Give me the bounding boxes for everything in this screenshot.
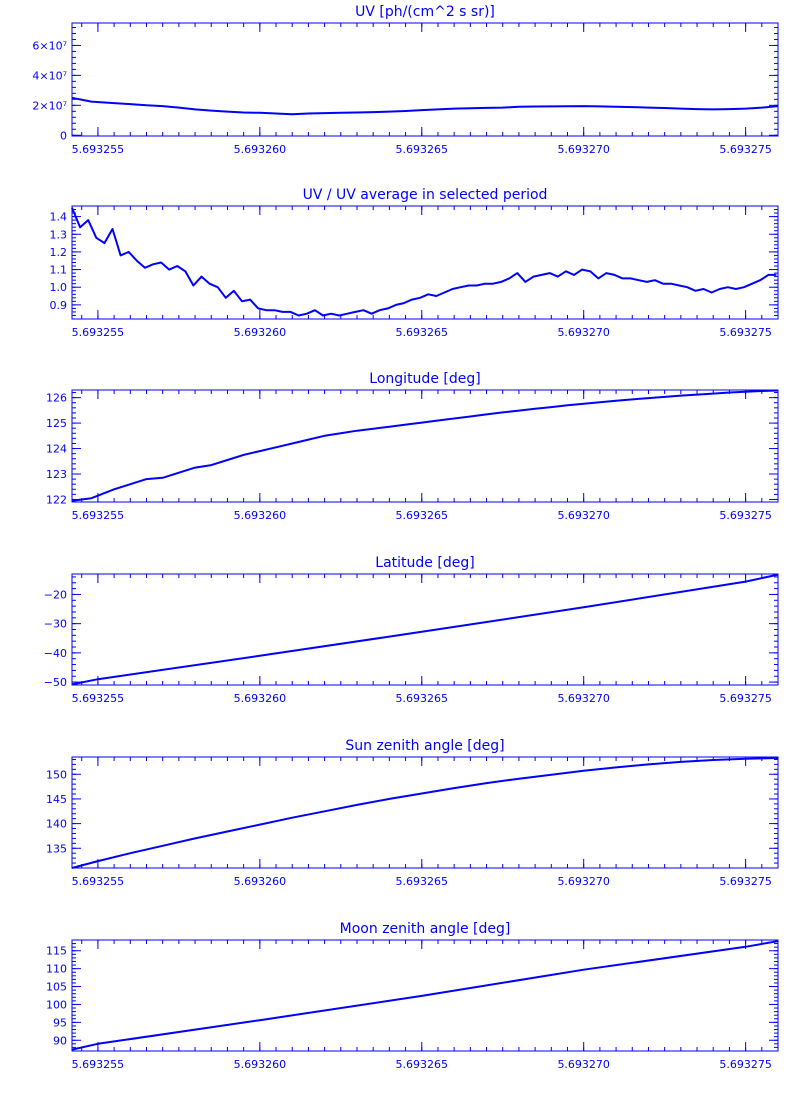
- y-tick-label: −20: [44, 588, 67, 601]
- y-tick-label: 0.9: [50, 299, 68, 312]
- x-tick-label: 5.693270: [557, 143, 610, 156]
- series-line-moon-zenith-angle: [71, 940, 779, 1051]
- y-tick-label: 105: [46, 981, 67, 994]
- x-tick-label: 5.693275: [719, 143, 772, 156]
- panel-uv-uv-average-in-selected-period: UV / UV average in selected period 5.6932…: [50, 187, 779, 339]
- y-tick-label: 100: [46, 998, 67, 1011]
- plot-frame: [71, 939, 779, 1052]
- y-tick-label: 145: [46, 793, 67, 806]
- plot-frame: [71, 389, 779, 503]
- y-tick-label: 1.0: [50, 281, 68, 294]
- y-tick-label: 140: [46, 818, 67, 831]
- panel-uv: UV [ph/(cm^2 s sr)] 5.693255 5.693260 5.693…: [32, 4, 779, 156]
- y-tick-label: 6×10⁷: [32, 39, 67, 52]
- y-tick-label: 115: [46, 945, 67, 958]
- x-tick-label: 5.693255: [72, 326, 125, 339]
- y-tick-label: 135: [46, 842, 67, 855]
- series-line-longitude: [71, 389, 779, 502]
- y-tick-label: 126: [46, 392, 67, 405]
- y-tick-label: 95: [53, 1016, 67, 1029]
- x-tick-label: 5.693270: [557, 692, 610, 705]
- y-tick-label: 122: [46, 493, 67, 506]
- panel-title: UV [ph/(cm^2 s sr)]: [355, 4, 495, 20]
- x-tick-label: 5.693260: [234, 1058, 287, 1071]
- y-tick-label: 150: [46, 768, 67, 781]
- series-line-uv: [71, 96, 779, 116]
- x-tick-label: 5.693260: [234, 692, 287, 705]
- y-tick-label: 4×10⁷: [32, 69, 67, 82]
- series-line-uv-uv-average-in-selected-period: [71, 207, 777, 317]
- y-tick-label: 124: [46, 443, 67, 456]
- x-tick-label: 5.693270: [557, 509, 610, 522]
- y-tick-label: −40: [44, 647, 67, 660]
- y-tick-label: 123: [46, 468, 67, 481]
- y-tick-label: 1.4: [50, 211, 68, 224]
- y-tick-label: 1.1: [50, 264, 68, 277]
- x-tick-label: 5.693255: [72, 143, 125, 156]
- x-tick-label: 5.693255: [72, 509, 125, 522]
- x-tick-label: 5.693275: [719, 326, 772, 339]
- y-tick-label: −30: [44, 618, 67, 631]
- panel-title: Latitude [deg]: [375, 555, 474, 571]
- x-tick-label: 5.693275: [719, 692, 772, 705]
- panel-latitude: Latitude [deg] 5.693255 5.693260 5.693265 5.…: [44, 555, 779, 705]
- x-tick-label: 5.693260: [234, 875, 287, 888]
- x-tick-label: 5.693265: [396, 692, 449, 705]
- panel-moon-zenith-angle: Moon zenith angle [deg] 5.693255 5.693260 5…: [46, 921, 779, 1071]
- panel-sun-zenith-angle: Sun zenith angle [deg] 5.693255 5.693260 5.…: [46, 738, 779, 888]
- x-tick-label: 5.693265: [396, 875, 449, 888]
- y-tick-label: 2×10⁷: [32, 99, 67, 112]
- x-tick-label: 5.693265: [396, 143, 449, 156]
- x-tick-label: 5.693270: [557, 1058, 610, 1071]
- y-tick-label: 1.3: [50, 228, 68, 241]
- panel-longitude: Longitude [deg] 5.693255 5.693260 5.693265 5…: [46, 371, 779, 522]
- y-tick-label: 110: [46, 963, 67, 976]
- x-tick-label: 5.693255: [72, 1058, 125, 1071]
- x-tick-label: 5.693255: [72, 692, 125, 705]
- y-tick-label: 125: [46, 417, 67, 430]
- plot-frame: [71, 22, 779, 137]
- x-tick-label: 5.693275: [719, 1058, 772, 1071]
- y-tick-label: 90: [53, 1034, 67, 1047]
- plot-frame: [71, 756, 779, 869]
- panel-title: UV / UV average in selected period: [303, 187, 548, 203]
- x-tick-label: 5.693260: [234, 326, 287, 339]
- x-tick-label: 5.693265: [396, 1058, 449, 1071]
- series-line-sun-zenith-angle: [71, 757, 779, 869]
- x-tick-label: 5.693265: [396, 326, 449, 339]
- x-tick-label: 5.693270: [557, 326, 610, 339]
- x-tick-label: 5.693260: [234, 143, 287, 156]
- series-line-latitude: [71, 573, 779, 686]
- x-tick-label: 5.693275: [719, 875, 772, 888]
- panel-title: Sun zenith angle [deg]: [345, 738, 504, 754]
- x-tick-label: 5.693260: [234, 509, 287, 522]
- x-tick-label: 5.693265: [396, 509, 449, 522]
- panel-title: Longitude [deg]: [369, 371, 480, 387]
- y-tick-label: −50: [44, 676, 67, 689]
- panel-title: Moon zenith angle [deg]: [340, 921, 511, 937]
- x-tick-label: 5.693275: [719, 509, 772, 522]
- y-tick-label: 0: [60, 129, 67, 142]
- x-tick-label: 5.693270: [557, 875, 610, 888]
- x-tick-label: 5.693255: [72, 875, 125, 888]
- y-tick-label: 1.2: [50, 246, 68, 259]
